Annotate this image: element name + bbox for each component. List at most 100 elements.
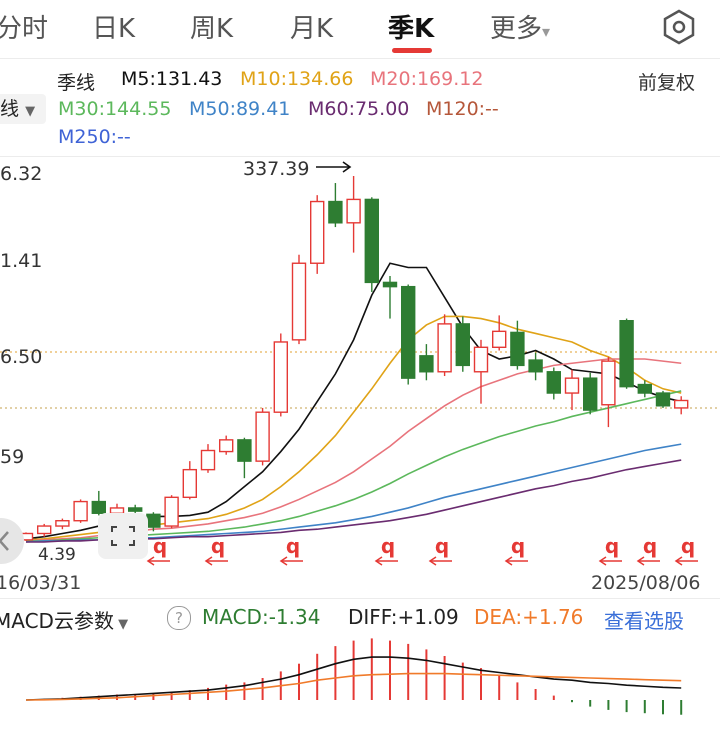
settings-gear-icon[interactable] bbox=[660, 8, 698, 46]
candle-body bbox=[546, 371, 561, 394]
expand-icon bbox=[111, 526, 135, 546]
high-arrow-icon bbox=[316, 161, 352, 173]
q-marker-label: q bbox=[211, 534, 225, 558]
ma50-value: M50:89.41 bbox=[189, 98, 291, 120]
candle-body bbox=[619, 319, 634, 388]
yaxis-label-3: 6.50 bbox=[0, 346, 43, 368]
macd-params-dropdown[interactable]: MACD云参数 ▼ bbox=[0, 605, 128, 634]
candle-body bbox=[382, 281, 398, 288]
yaxis-label-top: 6.32 bbox=[0, 163, 43, 185]
candle-body bbox=[146, 513, 161, 528]
candle-body bbox=[273, 341, 288, 413]
candle-body bbox=[73, 500, 88, 522]
candle-body bbox=[310, 200, 325, 264]
candle-body bbox=[127, 507, 143, 512]
candle-body bbox=[364, 198, 379, 284]
candle-body bbox=[200, 449, 216, 471]
diff-line bbox=[25, 656, 682, 701]
candle-body bbox=[218, 439, 234, 453]
candle-body bbox=[255, 411, 270, 462]
q-marker-label: q bbox=[286, 534, 300, 558]
marker-arrow-head bbox=[374, 556, 383, 566]
q-marker-label: q bbox=[511, 534, 525, 558]
q-marker-label: q bbox=[643, 534, 657, 558]
chevron-down-icon: ▾ bbox=[542, 22, 551, 41]
marker-arrow-head bbox=[428, 556, 437, 566]
macd-value: MACD:-1.34 bbox=[202, 605, 321, 629]
ma20-value: M20:169.12 bbox=[370, 68, 484, 90]
q-marker-label: q bbox=[435, 534, 449, 558]
high-price-label: 337.39 bbox=[243, 158, 310, 180]
marker-arrow-head bbox=[598, 556, 607, 566]
candle-body bbox=[674, 399, 689, 409]
dea-value: DEA:+1.76 bbox=[474, 605, 584, 629]
candle-body bbox=[164, 496, 179, 527]
candle-body bbox=[455, 323, 470, 367]
marker-arrow-head bbox=[674, 556, 683, 566]
start-date: 16/03/31 bbox=[0, 572, 82, 594]
candle-body bbox=[55, 520, 70, 527]
ma-line-m5 bbox=[25, 262, 682, 540]
tab-quarterly-k[interactable]: 季K bbox=[388, 14, 435, 44]
period-tab-bar: 分时 日K 周K 月K 季K 更多▾ bbox=[0, 0, 720, 53]
candle-body bbox=[564, 377, 580, 394]
tab-weekly-k[interactable]: 周K bbox=[190, 14, 234, 44]
macd-divider bbox=[0, 598, 720, 599]
q-marker-label: q bbox=[153, 534, 167, 558]
candle-body bbox=[583, 377, 598, 411]
dropdown-arrow-icon: ▼ bbox=[25, 104, 36, 119]
ma60-value: M60:75.00 bbox=[308, 98, 410, 120]
dea-line bbox=[25, 672, 682, 701]
candle-body bbox=[601, 360, 616, 406]
marker-arrow-head bbox=[279, 556, 288, 566]
candle-body bbox=[237, 439, 252, 462]
expand-chart-button[interactable] bbox=[98, 513, 148, 559]
ma250-value: M250:-- bbox=[58, 126, 131, 148]
ma-line-m10 bbox=[25, 315, 682, 541]
candle-body bbox=[510, 331, 525, 367]
chart-top-divider bbox=[0, 156, 720, 157]
candle-body bbox=[182, 468, 198, 499]
period-label: 季线 bbox=[57, 72, 96, 94]
low-price-label: 4.39 bbox=[38, 545, 76, 565]
candle-body bbox=[37, 525, 52, 535]
tab-more[interactable]: 更多▾ bbox=[490, 8, 550, 45]
yaxis-label-2: 1.41 bbox=[0, 250, 43, 272]
candle-body bbox=[637, 383, 652, 394]
candle-body bbox=[91, 500, 107, 514]
candle-body bbox=[291, 262, 307, 341]
candle-body bbox=[419, 355, 434, 373]
ma10-value: M10:134.66 bbox=[240, 68, 354, 90]
candle-body bbox=[328, 200, 343, 224]
macd-params-label: MACD云参数 bbox=[0, 609, 114, 633]
ma-style-dropdown[interactable]: 线 ▼ bbox=[0, 94, 46, 124]
marker-arrow-head bbox=[636, 556, 645, 566]
tab-daily-k[interactable]: 日K bbox=[92, 14, 136, 44]
active-tab-indicator bbox=[392, 48, 432, 53]
candle-body bbox=[401, 285, 416, 379]
macd-chart[interactable] bbox=[0, 634, 720, 742]
yaxis-label-4: 59 bbox=[0, 446, 25, 468]
ma5-value: M5:131.43 bbox=[121, 68, 223, 90]
tab-intraday[interactable]: 分时 bbox=[0, 14, 49, 44]
tab-monthly-k[interactable]: 月K bbox=[290, 14, 334, 44]
scroll-left-handle[interactable] bbox=[0, 518, 24, 564]
dropdown-arrow-icon: ▼ bbox=[113, 617, 129, 632]
candle-body bbox=[473, 346, 489, 373]
price-adjust-toggle[interactable]: 前复权 bbox=[638, 72, 696, 94]
tab-more-label: 更多 bbox=[490, 14, 543, 44]
ma30-value: M30:144.55 bbox=[58, 98, 172, 120]
help-icon[interactable]: ? bbox=[167, 606, 191, 630]
header-divider bbox=[0, 58, 720, 59]
q-marker-label: q bbox=[381, 534, 395, 558]
candle-body bbox=[437, 323, 452, 373]
ma-style-label: 线 bbox=[0, 98, 20, 120]
candle-body bbox=[655, 392, 671, 407]
candle-body bbox=[492, 330, 507, 348]
marker-arrow-head bbox=[146, 556, 155, 566]
view-stock-picks-link[interactable]: 查看选股 bbox=[604, 609, 684, 633]
marker-arrow-head bbox=[204, 556, 213, 566]
end-date: 2025/08/06 bbox=[591, 572, 701, 594]
candle-body bbox=[346, 198, 361, 224]
